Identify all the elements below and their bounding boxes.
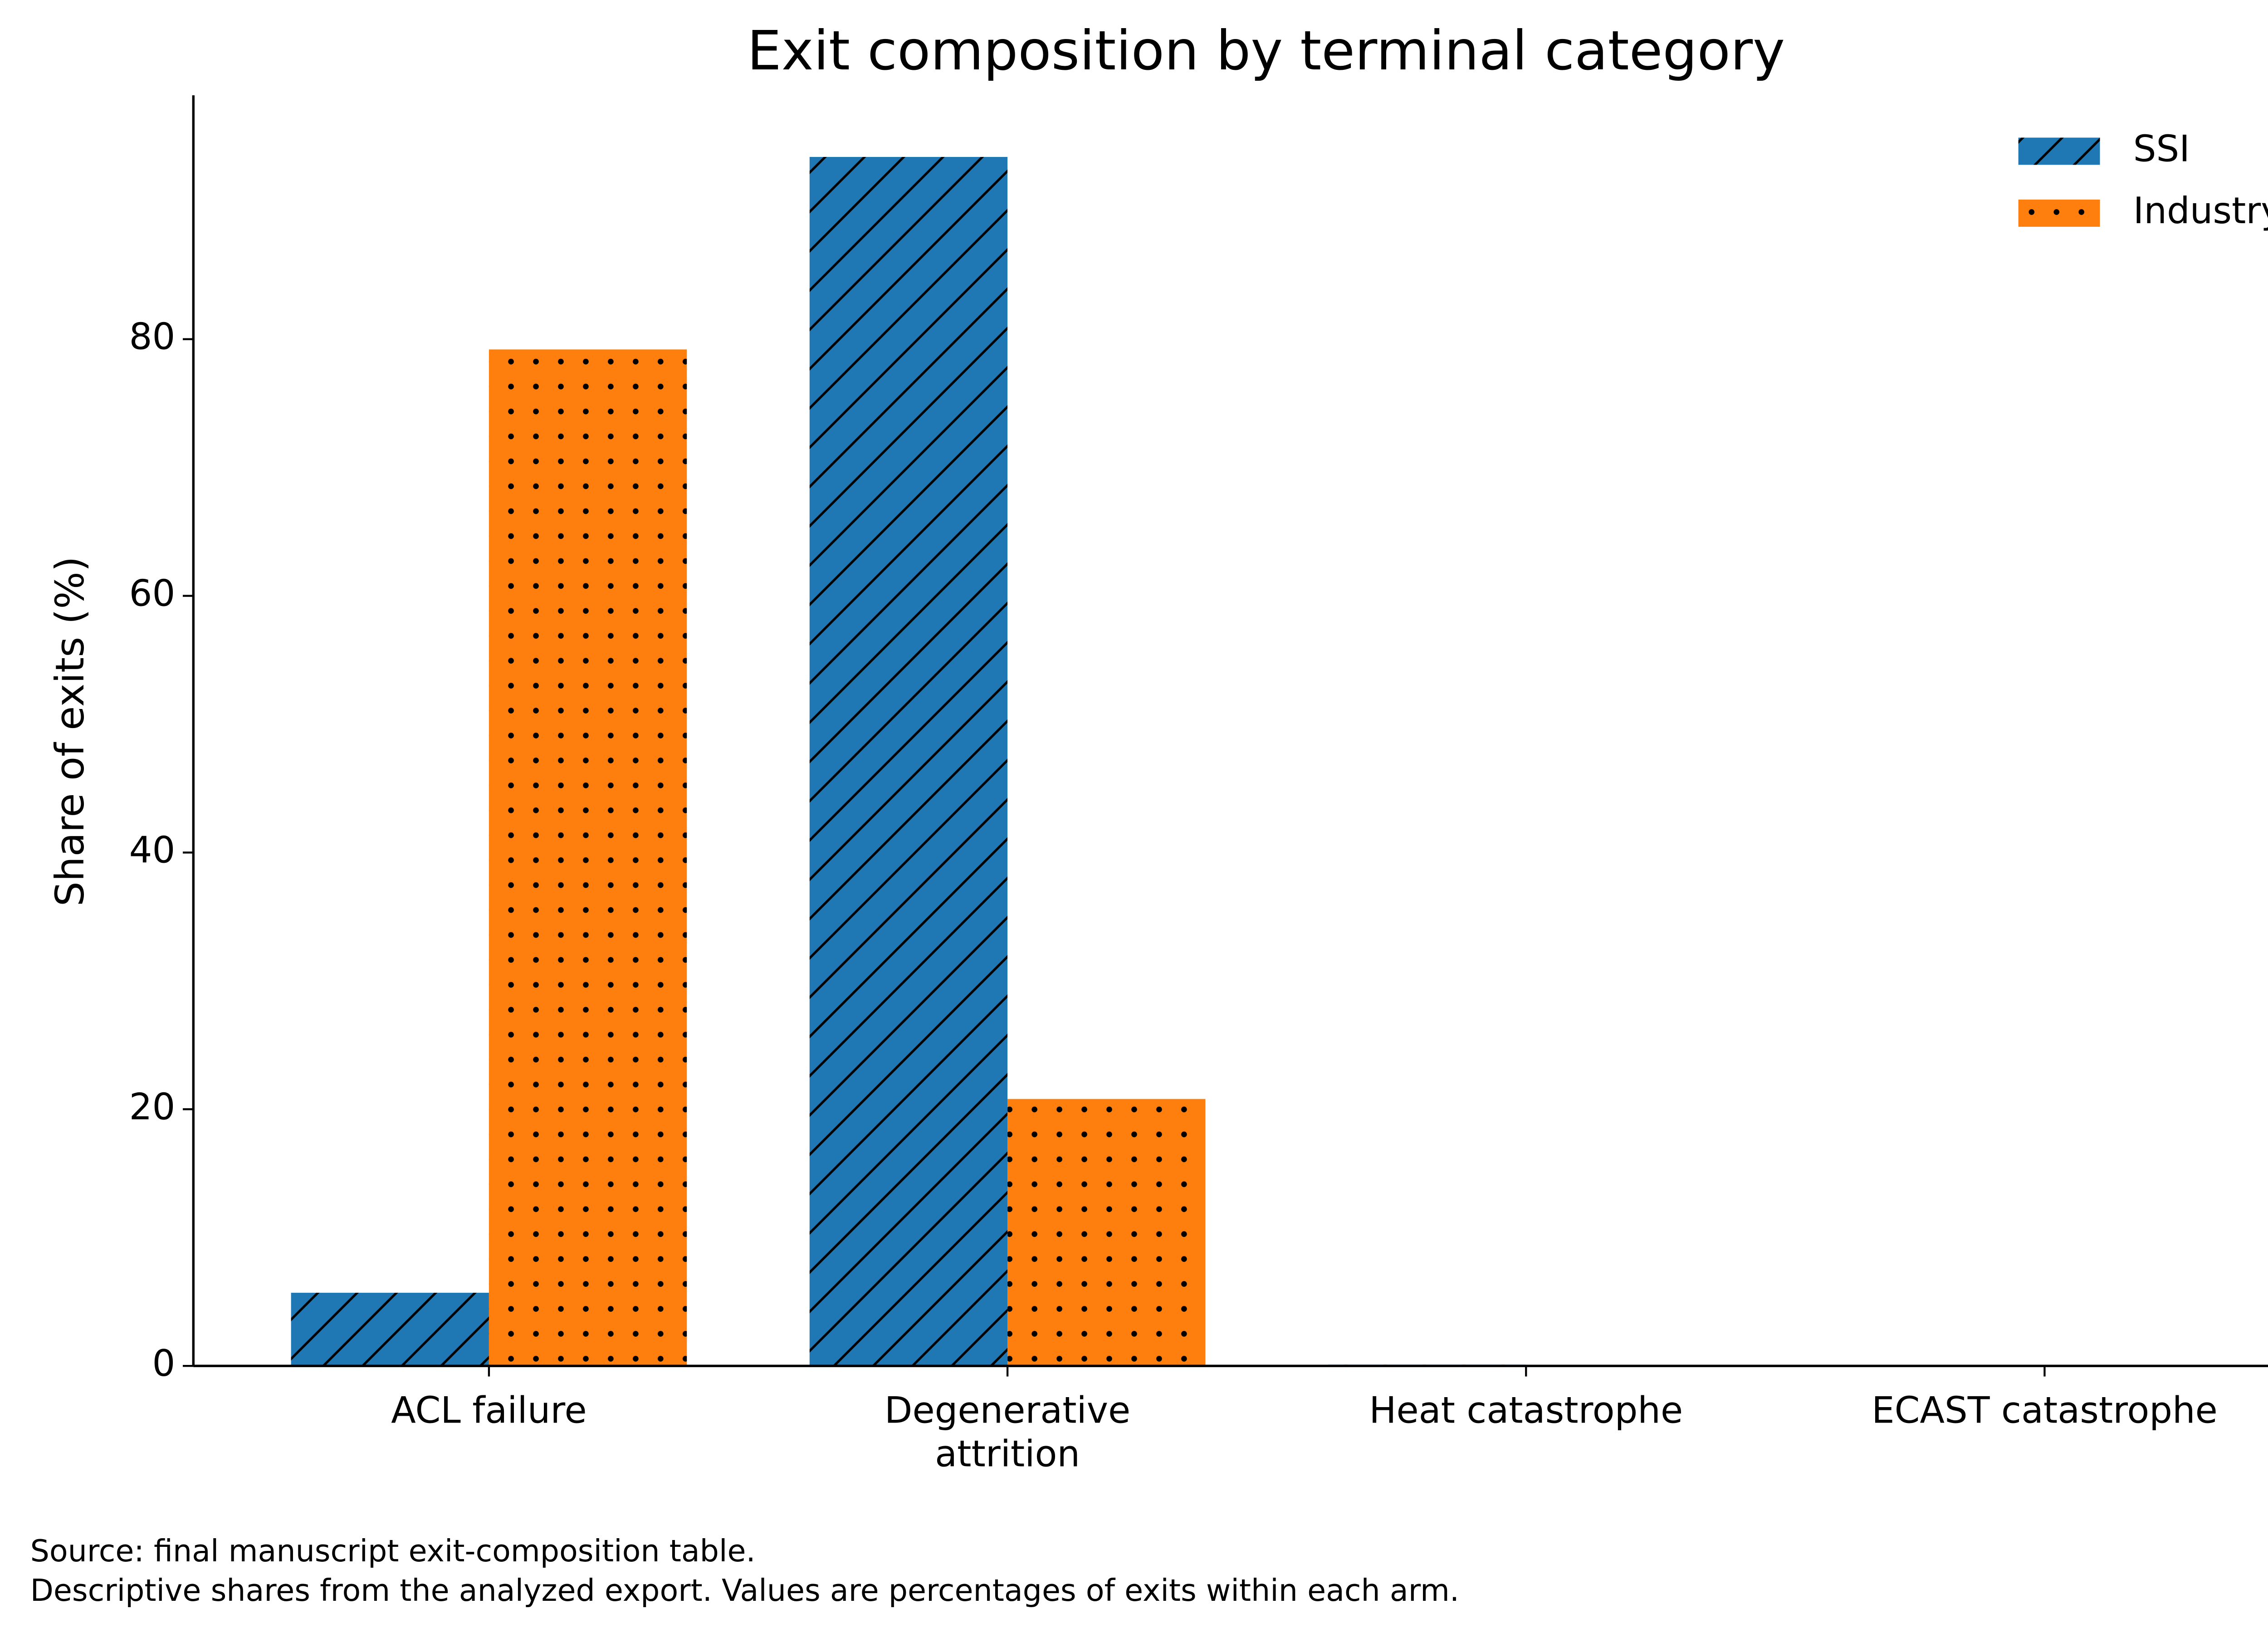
y-tick-label: 80: [129, 316, 176, 358]
legend-label: SSI: [2133, 127, 2190, 170]
x-tick-label: Heat catastrophe: [1369, 1389, 1683, 1431]
note: Descriptive shares from the analyzed exp…: [30, 1573, 1459, 1608]
x-tick-label: ECAST catastrophe: [1872, 1389, 2218, 1431]
bar: [809, 156, 1008, 1366]
y-tick-label: 0: [152, 1342, 175, 1384]
y-tick-label: 40: [129, 829, 176, 871]
legend-swatch: [2018, 199, 2100, 227]
x-tick-label: Degenerative attrition: [885, 1389, 1130, 1475]
note: Source: final manuscript exit-compositio…: [30, 1533, 756, 1569]
x-tick-label: ACL failure: [391, 1389, 587, 1431]
legend-swatch: [2018, 137, 2100, 165]
y-tick-label: 60: [129, 572, 176, 615]
bar: [291, 1292, 489, 1366]
y-tick-label: 20: [129, 1085, 176, 1128]
bar: [489, 349, 687, 1366]
legend-label: Industry: [2133, 190, 2268, 232]
y-axis-label: Share of exits (%): [48, 556, 93, 906]
chart-title: Exit composition by terminal category: [747, 20, 1785, 83]
bar: [1007, 1099, 1206, 1366]
plot-area: 0 20 40 60 80 ACL failure Degenerative attritio…: [129, 95, 2268, 1475]
